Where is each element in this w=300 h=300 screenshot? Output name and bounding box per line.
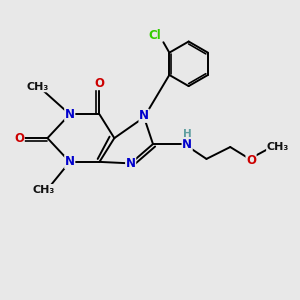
Text: O: O (14, 132, 24, 145)
Text: O: O (246, 154, 256, 167)
Text: O: O (94, 76, 104, 90)
Text: CH₃: CH₃ (33, 184, 55, 194)
Text: CH₃: CH₃ (267, 142, 289, 152)
Text: N: N (139, 109, 149, 122)
Text: N: N (65, 155, 75, 168)
Text: N: N (65, 108, 75, 121)
Text: N: N (182, 138, 192, 151)
Text: H: H (183, 129, 191, 139)
Text: CH₃: CH₃ (27, 82, 49, 92)
Text: N: N (126, 157, 136, 170)
Text: Cl: Cl (148, 29, 161, 42)
